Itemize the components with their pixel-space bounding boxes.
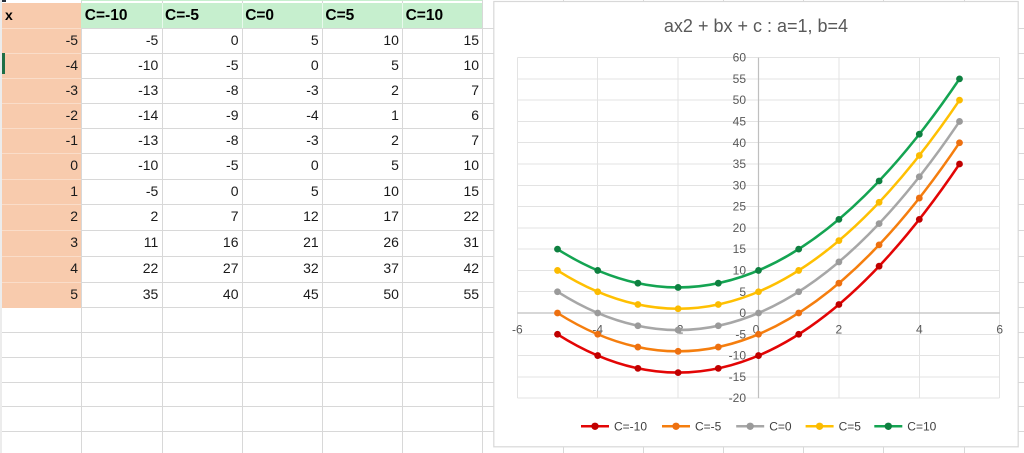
svg-text:15: 15: [733, 242, 747, 256]
svg-text:35: 35: [733, 157, 747, 171]
svg-text:10: 10: [733, 264, 747, 278]
svg-text:0: 0: [753, 323, 760, 337]
svg-text:-20: -20: [729, 391, 747, 405]
svg-text:55: 55: [733, 72, 747, 86]
svg-text:50: 50: [733, 93, 747, 107]
svg-text:0: 0: [739, 306, 746, 320]
svg-text:C=-5: C=-5: [695, 419, 722, 433]
svg-text:C=5: C=5: [839, 419, 862, 433]
svg-text:-15: -15: [729, 370, 747, 384]
svg-text:25: 25: [733, 200, 747, 214]
svg-text:2: 2: [836, 323, 843, 337]
svg-text:-5: -5: [735, 327, 746, 341]
svg-text:C=0: C=0: [769, 419, 792, 433]
svg-text:60: 60: [733, 51, 747, 65]
svg-text:C=-10: C=-10: [614, 419, 647, 433]
svg-text:40: 40: [733, 136, 747, 150]
svg-text:30: 30: [733, 178, 747, 192]
svg-text:C=10: C=10: [907, 419, 936, 433]
svg-text:-4: -4: [592, 323, 603, 337]
svg-text:-10: -10: [729, 349, 747, 363]
svg-text:20: 20: [733, 221, 747, 235]
svg-text:45: 45: [733, 115, 747, 129]
svg-text:5: 5: [739, 285, 746, 299]
svg-text:ax2 + bx + c : a=1, b=4: ax2 + bx + c : a=1, b=4: [664, 16, 848, 36]
svg-text:6: 6: [996, 323, 1003, 337]
svg-text:4: 4: [916, 323, 923, 337]
svg-text:-6: -6: [512, 323, 523, 337]
